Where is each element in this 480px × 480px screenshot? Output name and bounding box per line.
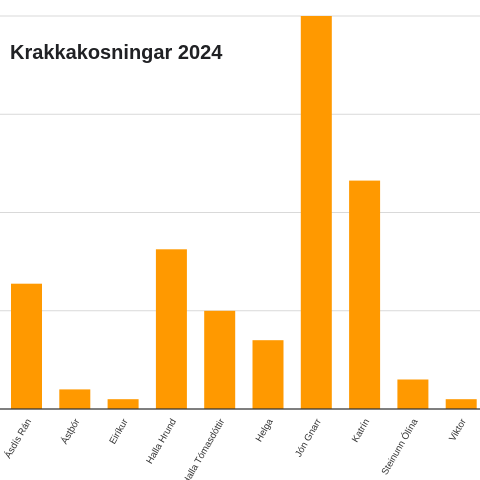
bar: [397, 379, 429, 409]
bar: [11, 283, 42, 409]
x-tick-label: Viktor: [447, 417, 469, 443]
x-tick-label: Katrín: [350, 417, 372, 444]
x-tick-label: Jón Gnarr: [293, 417, 324, 459]
bar: [349, 180, 381, 409]
x-tick-labels: Ásdís Rán Ástþór Eiríkur Halla Hrund Halla T…: [3, 416, 469, 480]
bar: [107, 399, 139, 409]
x-tick-label: Ástþór: [59, 417, 82, 446]
x-tick-label: Ásdís Rán: [3, 417, 34, 460]
x-tick-label: Steinunn Ólína: [380, 416, 421, 477]
gridlines: [0, 15, 480, 312]
bar: [445, 399, 477, 409]
x-tick-label: Halla Tómasdóttir: [181, 417, 228, 480]
chart-title: Krakkakosningar 2024: [10, 42, 223, 64]
bar: [59, 389, 91, 409]
bars: [11, 16, 477, 410]
bar: [300, 16, 332, 409]
bar: [252, 340, 284, 409]
x-tick-label: Eiríkur: [107, 417, 130, 446]
x-tick-label: Halla Hrund: [144, 417, 179, 466]
bar: [204, 310, 236, 410]
x-tick-label: Helga: [254, 416, 276, 444]
bar: [155, 249, 187, 409]
